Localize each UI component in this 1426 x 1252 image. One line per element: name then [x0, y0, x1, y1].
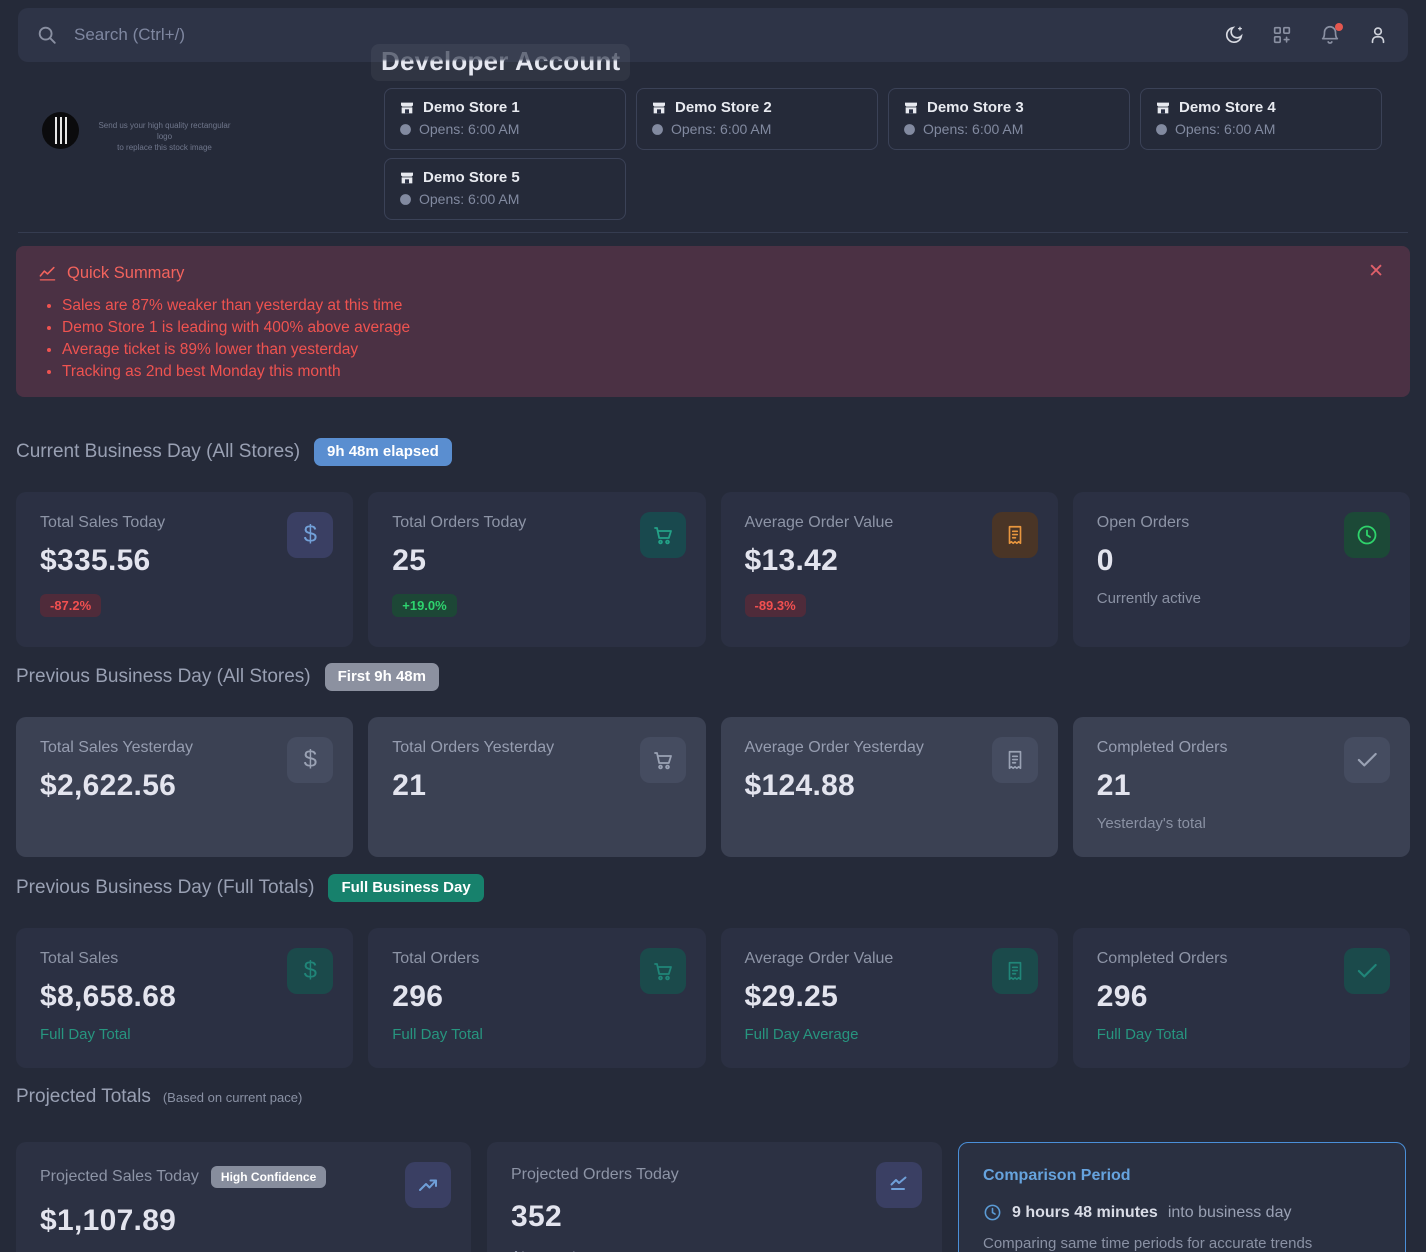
- alert-item: Demo Store 1 is leading with 400% above …: [62, 317, 1388, 339]
- trend-chart-icon: [38, 264, 57, 283]
- user-icon[interactable]: [1366, 23, 1390, 47]
- section-heading-full-totals: Previous Business Day (Full Totals) Full…: [16, 874, 484, 902]
- alert-item: Average ticket is 89% lower than yesterd…: [62, 339, 1388, 361]
- dollar-icon: $: [287, 737, 334, 783]
- clock-icon: [1344, 512, 1390, 558]
- storefront-icon: [903, 100, 919, 116]
- store-name: Demo Store 3: [927, 99, 1024, 116]
- logo-placeholder-caption: Send us your high quality rectangular lo…: [98, 121, 231, 152]
- full-day-badge: Full Business Day: [328, 874, 484, 902]
- notifications-icon[interactable]: [1318, 23, 1343, 47]
- cart-icon: [639, 512, 686, 558]
- stat-card-total-sales-today: Total Sales Today $ $335.56 -87.2%: [16, 492, 354, 647]
- chart-line-icon: [876, 1162, 922, 1208]
- storefront-icon: [399, 100, 415, 116]
- comparison-period-panel: Comparison Period 9 hours 48 minutes int…: [958, 1142, 1406, 1252]
- store-card[interactable]: Demo Store 1 Opens: 6:00 AM: [384, 88, 626, 150]
- projected-cards: Projected Sales Today High Confidence $1…: [16, 1142, 1410, 1252]
- storefront-icon: [399, 170, 415, 186]
- stat-card-completed-orders-full: Completed Orders 296 Full Day Total: [1072, 928, 1410, 1068]
- full-totals-cards: Total Sales $ $8,658.68 Full Day Total T…: [16, 928, 1410, 1068]
- elapsed-badge: 9h 48m elapsed: [314, 438, 452, 466]
- dark-mode-icon[interactable]: [1222, 23, 1246, 47]
- clock-icon: [399, 123, 412, 136]
- topbar-icons: [1222, 23, 1390, 47]
- store-card[interactable]: Demo Store 3 Opens: 6:00 AM: [888, 88, 1130, 150]
- delta-badge: -87.2%: [40, 594, 102, 617]
- receipt-icon: [991, 737, 1038, 783]
- header-divider: [18, 232, 1408, 233]
- close-icon[interactable]: ✕: [1368, 261, 1384, 282]
- store-opens: Opens: 6:00 AM: [419, 191, 520, 207]
- stat-card-total-sales: Total Sales $ $8,658.68 Full Day Total: [16, 928, 354, 1068]
- logo-stripes: [54, 117, 67, 144]
- delta-badge: +19.0%: [392, 594, 457, 617]
- account-title-highlight: Developer Account: [371, 44, 631, 81]
- trend-up-icon: [405, 1162, 451, 1208]
- receipt-icon: [991, 948, 1038, 994]
- store-name: Demo Store 1: [423, 99, 520, 116]
- quick-summary-alert: Quick Summary ✕ Sales are 87% weaker tha…: [16, 246, 1410, 397]
- store-grid: Demo Store 1 Opens: 6:00 AM Demo Store 2…: [384, 88, 1382, 220]
- search-bar[interactable]: [36, 24, 1222, 46]
- alert-item: Tracking as 2nd best Monday this month: [62, 361, 1388, 383]
- stat-card-average-order-value-full: Average Order Value $29.25 Full Day Aver…: [720, 928, 1058, 1068]
- previous-day-cards: Total Sales Yesterday $ $2,622.56 Total …: [16, 717, 1410, 857]
- store-name: Demo Store 2: [675, 99, 772, 116]
- store-name: Demo Store 4: [1179, 99, 1276, 116]
- store-card[interactable]: Demo Store 5 Opens: 6:00 AM: [384, 158, 626, 220]
- store-card[interactable]: Demo Store 4 Opens: 6:00 AM: [1140, 88, 1382, 150]
- store-opens: Opens: 6:00 AM: [923, 121, 1024, 137]
- clock-outline-icon: [983, 1203, 1002, 1222]
- store-opens: Opens: 6:00 AM: [1175, 121, 1276, 137]
- alert-item: Sales are 87% weaker than yesterday at t…: [62, 295, 1388, 317]
- storefront-icon: [1155, 100, 1171, 116]
- projected-subheading: (Based on current pace): [162, 1089, 303, 1105]
- store-card[interactable]: Demo Store 2 Opens: 6:00 AM: [636, 88, 878, 150]
- store-name: Demo Store 5: [423, 169, 520, 186]
- stat-card-average-order-value: Average Order Value $13.42 -89.3%: [720, 492, 1058, 647]
- delta-badge: -89.3%: [744, 594, 806, 617]
- dollar-icon: $: [287, 512, 334, 558]
- current-day-cards: Total Sales Today $ $335.56 -87.2% Total…: [16, 492, 1410, 647]
- store-opens: Opens: 6:00 AM: [671, 121, 772, 137]
- topbar: [18, 8, 1408, 62]
- page-title: Developer Account: [381, 46, 621, 76]
- stat-card-total-orders-yesterday: Total Orders Yesterday 21: [368, 717, 706, 857]
- store-opens: Opens: 6:00 AM: [419, 121, 520, 137]
- clock-icon: [651, 123, 664, 136]
- search-input[interactable]: [74, 25, 674, 45]
- check-icon: [1344, 737, 1390, 783]
- stat-card-completed-orders-yesterday: Completed Orders 21 Yesterday's total: [1072, 717, 1410, 857]
- apps-icon[interactable]: [1270, 23, 1294, 47]
- clock-icon: [903, 123, 916, 136]
- projected-sales-card: Projected Sales Today High Confidence $1…: [16, 1142, 471, 1252]
- stat-card-total-orders: Total Orders 296 Full Day Total: [368, 928, 706, 1068]
- receipt-icon: [991, 512, 1038, 558]
- stat-card-average-order-yesterday: Average Order Yesterday $124.88: [720, 717, 1058, 857]
- first-period-badge: First 9h 48m: [324, 663, 439, 691]
- stat-card-total-sales-yesterday: Total Sales Yesterday $ $2,622.56: [16, 717, 354, 857]
- account-logo: [42, 112, 79, 149]
- clock-icon: [399, 193, 412, 206]
- storefront-icon: [651, 100, 667, 116]
- alert-title: Quick Summary: [67, 264, 185, 282]
- search-icon: [36, 24, 58, 46]
- dollar-icon: $: [287, 948, 334, 994]
- projected-orders-card: Projected Orders Today 352 At current pa…: [487, 1142, 942, 1252]
- cart-icon: [639, 737, 686, 783]
- stat-card-open-orders: Open Orders 0 Currently active: [1072, 492, 1410, 647]
- notification-dot: [1335, 23, 1343, 31]
- cart-icon: [639, 948, 686, 994]
- alert-list: Sales are 87% weaker than yesterday at t…: [38, 295, 1388, 383]
- stat-card-total-orders-today: Total Orders Today 25 +19.0%: [368, 492, 706, 647]
- section-heading-current-day: Current Business Day (All Stores) 9h 48m…: [16, 438, 452, 466]
- section-heading-projected: Projected Totals (Based on current pace): [16, 1086, 303, 1107]
- clock-icon: [1155, 123, 1168, 136]
- section-heading-previous-day: Previous Business Day (All Stores) First…: [16, 663, 439, 691]
- check-icon: [1344, 948, 1390, 994]
- confidence-badge: High Confidence: [210, 1166, 327, 1188]
